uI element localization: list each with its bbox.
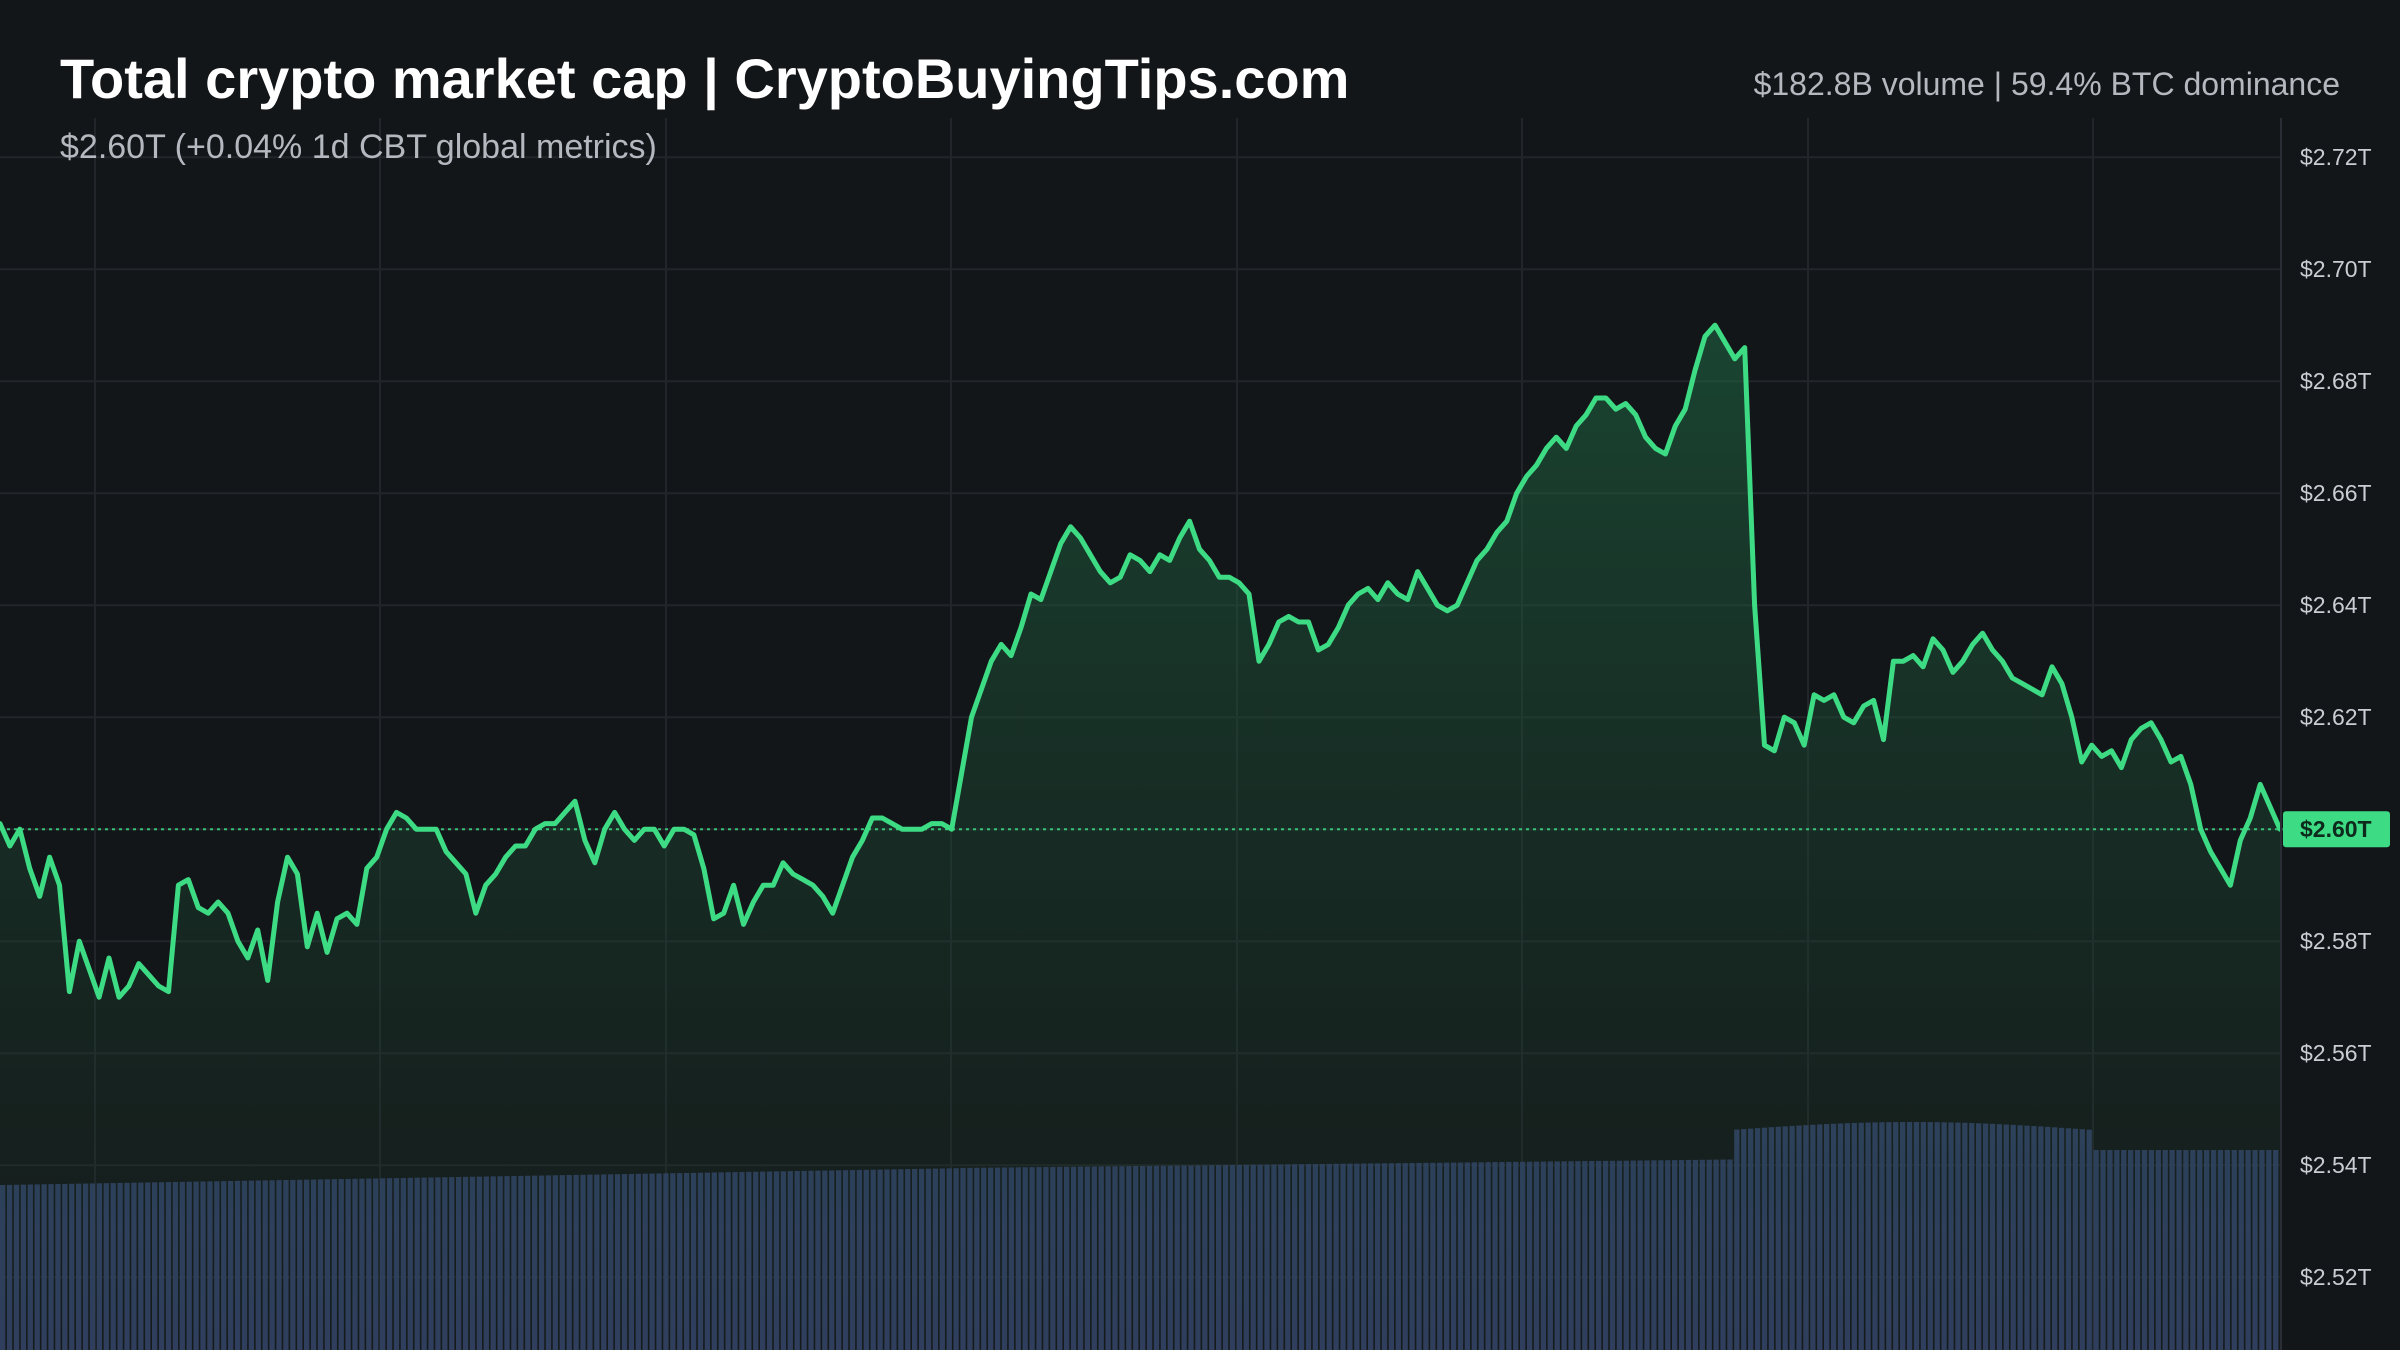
y-tick-label: $2.52T [2300, 1264, 2372, 1290]
chart-subtitle: $2.60T (+0.04% 1d CBT global metrics) [60, 128, 657, 166]
series-path [0, 322, 2283, 1000]
chart-title: Total crypto market cap | CryptoBuyingTi… [60, 47, 1350, 110]
y-tick-label: $2.56T [2300, 1040, 2372, 1066]
y-tick-label: $2.64T [2300, 592, 2372, 618]
y-tick-label: $2.54T [2300, 1152, 2372, 1178]
y-tick-label: $2.62T [2300, 704, 2372, 730]
y-axis: $2.72T $2.70T $2.68T $2.66T $2.64T $2.62T $2.5… [2280, 118, 2390, 1350]
series-line [0, 322, 2283, 1000]
y-tick-label: $2.68T [2300, 368, 2372, 394]
y-tick-label: $2.72T [2300, 144, 2372, 170]
current-value-label: $2.60T [2300, 816, 2372, 842]
area-path [0, 325, 2280, 1350]
area-fill [0, 325, 2280, 1350]
y-tick-label: $2.58T [2300, 928, 2372, 954]
y-tick-label: $2.66T [2300, 480, 2372, 506]
market-stats: $182.8B volume | 59.4% BTC dominance [1753, 66, 2340, 102]
current-value-badge [2283, 811, 2390, 848]
y-tick-label: $2.70T [2300, 256, 2372, 282]
